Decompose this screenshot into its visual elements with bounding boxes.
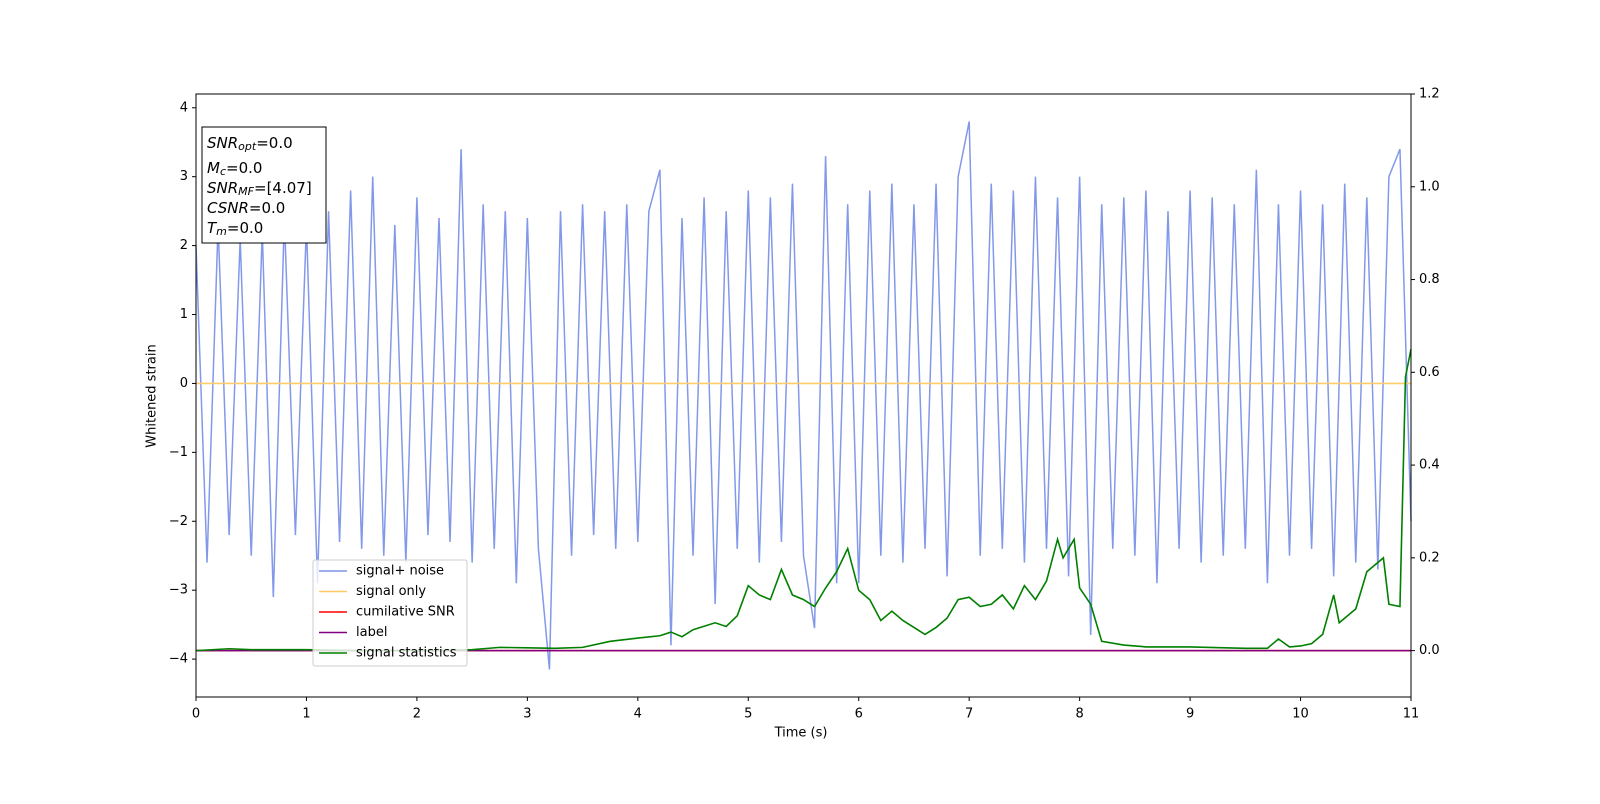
y2-tick-label: 1.0 xyxy=(1419,179,1440,194)
annotation-box: SNRopt=0.0Mc=0.0SNRMF=[4.07]CSNR=0.0Tm=0… xyxy=(201,126,327,244)
annotation-frame xyxy=(201,126,327,244)
y2-tick-label: 1.2 xyxy=(1419,87,1440,102)
series-line xyxy=(195,121,1412,670)
annotation-text: SNRMF=[4.07] xyxy=(207,179,312,199)
x-tick-label: 4 xyxy=(634,707,642,722)
series-line xyxy=(195,348,1412,652)
annotation-value: =0.0 xyxy=(256,134,292,152)
x-tick-label: 7 xyxy=(965,707,973,722)
x-tick-label: 1 xyxy=(302,707,310,722)
y-tick-label: 1 xyxy=(180,307,188,322)
x-tick-label: 5 xyxy=(744,707,752,722)
annotation-value: =0.0 xyxy=(227,219,263,237)
annotation-symbol: M xyxy=(207,159,220,177)
annotation-subscript: opt xyxy=(238,140,257,153)
x-tick-label: 9 xyxy=(1186,707,1194,722)
y2-tick-label: 0.8 xyxy=(1419,272,1440,287)
y2-tick-label: 0.0 xyxy=(1419,643,1440,658)
legend-frame xyxy=(312,559,468,667)
annotation-symbol: SNR xyxy=(207,134,238,152)
y-tick-label: 0 xyxy=(180,376,188,391)
annotation-text: Mc=0.0 xyxy=(207,159,262,179)
y-tick-label: 4 xyxy=(180,100,188,115)
legend: signal+ noise signal only cumilative SNR la… xyxy=(312,559,468,667)
x-tick-label: 0 xyxy=(192,707,200,722)
x-tick-label: 6 xyxy=(855,707,863,722)
y-tick-label: −1 xyxy=(169,445,188,460)
annotation-text: CSNR=0.0 xyxy=(207,199,285,217)
axes-frame xyxy=(195,93,1412,698)
y-tick-label: −3 xyxy=(169,583,188,598)
legend-label: signal only xyxy=(356,584,426,599)
annotation-subscript: c xyxy=(220,165,226,178)
y2-tick-label: 0.2 xyxy=(1419,550,1440,565)
legend-label: signal statistics xyxy=(356,646,457,661)
annotation-subscript: m xyxy=(216,225,227,238)
annotation-symbol: SNR xyxy=(207,179,238,197)
legend-label: label xyxy=(356,625,387,640)
legend-label: cumilative SNR xyxy=(356,605,455,620)
x-tick-label: 8 xyxy=(1075,707,1083,722)
x-tick-label: 10 xyxy=(1292,707,1309,722)
annotation-value: =[4.07] xyxy=(254,179,312,197)
legend-label: signal+ noise xyxy=(356,564,444,579)
y2-tick-label: 0.6 xyxy=(1419,365,1440,380)
annotation-value: =0.0 xyxy=(249,199,285,217)
annotation-symbol: CSNR xyxy=(207,199,249,217)
annotation-text: Tm=0.0 xyxy=(207,219,263,239)
annotation-text: SNRopt=0.0 xyxy=(207,134,293,154)
x-axis-label: Time (s) xyxy=(774,726,828,741)
x-tick-label: 11 xyxy=(1403,707,1420,722)
y-tick-label: 3 xyxy=(180,169,188,184)
annotation-symbol: T xyxy=(207,219,218,237)
y-tick-label: 2 xyxy=(180,238,188,253)
y-axis-label: Whitened strain xyxy=(145,344,160,447)
y-tick-label: −4 xyxy=(169,652,188,667)
y2-tick-label: 0.4 xyxy=(1419,458,1440,473)
y-tick-label: −2 xyxy=(169,514,188,529)
annotation-subscript: MF xyxy=(238,185,254,198)
x-tick-label: 2 xyxy=(413,707,421,722)
x-tick-label: 3 xyxy=(523,707,531,722)
annotation-value: =0.0 xyxy=(226,159,262,177)
